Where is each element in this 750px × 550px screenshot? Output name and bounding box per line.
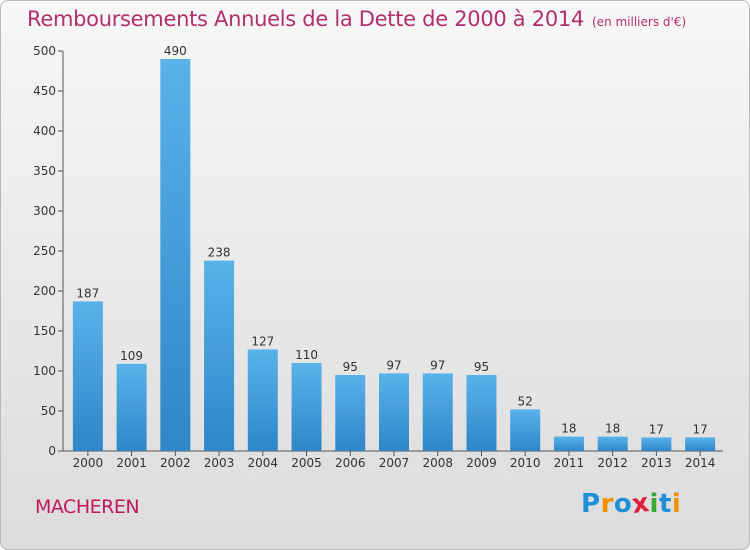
bar (597, 436, 628, 451)
y-tick-label: 250 (33, 244, 56, 258)
bar-value-label: 109 (120, 349, 143, 363)
logo-letter: o (613, 489, 633, 519)
logo-letter: r (600, 489, 614, 519)
logo-letter: x (630, 487, 652, 521)
y-tick-label: 150 (33, 324, 56, 338)
y-tick-label: 500 (33, 44, 56, 58)
commune-name: MACHEREN (35, 496, 140, 518)
chart-title-text: Remboursements Annuels de la Dette de 20… (27, 7, 584, 31)
x-tick-label: 2002 (160, 456, 191, 470)
x-tick-label: 2006 (335, 456, 366, 470)
x-tick-label: 2007 (379, 456, 410, 470)
bar (247, 349, 278, 451)
bar-value-label: 95 (343, 360, 358, 374)
bar (72, 301, 103, 451)
bar (291, 363, 322, 451)
y-tick-label: 0 (48, 444, 56, 458)
logo-letter: i (649, 489, 659, 519)
bar-value-label: 127 (251, 334, 274, 348)
x-tick-label: 2005 (291, 456, 322, 470)
y-tick-label: 100 (33, 364, 56, 378)
x-tick-label: 2013 (641, 456, 672, 470)
bar (510, 409, 541, 451)
y-tick-label: 300 (33, 204, 56, 218)
x-tick-label: 2012 (597, 456, 628, 470)
x-tick-label: 2011 (554, 456, 585, 470)
proxiti-logo: Proxiti (581, 487, 682, 521)
y-tick-label: 200 (33, 284, 56, 298)
y-tick-label: 350 (33, 164, 56, 178)
x-tick-label: 2010 (510, 456, 541, 470)
bar-value-label: 97 (386, 358, 401, 372)
y-tick-label: 50 (41, 404, 56, 418)
bar (553, 436, 584, 451)
logo-letter: i (671, 489, 682, 519)
bar (641, 437, 672, 451)
logo-letter: t (658, 489, 672, 519)
x-tick-label: 2009 (466, 456, 497, 470)
bar (466, 375, 497, 451)
bar-value-label: 238 (208, 246, 231, 260)
bar (116, 363, 147, 451)
bar (379, 373, 409, 451)
x-tick-label: 2008 (422, 456, 453, 470)
x-tick-label: 2014 (685, 456, 716, 470)
y-tick-label: 400 (33, 124, 56, 138)
x-tick-label: 2001 (116, 456, 147, 470)
chart-subtitle: (en milliers d'€) (592, 15, 687, 29)
bar-value-label: 97 (430, 358, 445, 372)
x-tick-label: 2003 (204, 456, 235, 470)
bar (685, 437, 716, 451)
chart-bars: 187 109 490 238 127 110 95 97 97 95 52 18 18 17 17 (72, 44, 716, 451)
chart-axes: 0 50 100 150 200 250 300 350 400 450 500 2000 2001 20… (33, 44, 723, 470)
y-tick-label: 450 (33, 84, 56, 98)
bar-value-label: 18 (605, 422, 620, 436)
bar-value-label: 18 (561, 422, 576, 436)
bar (335, 375, 366, 451)
bar-value-label: 17 (692, 422, 707, 436)
chart-title: Remboursements Annuels de la Dette de 20… (27, 7, 686, 31)
bar-value-label: 187 (76, 286, 99, 300)
x-tick-label: 2004 (248, 456, 279, 470)
bar (422, 373, 453, 451)
bar-value-label: 52 (518, 394, 533, 408)
bar (160, 59, 191, 451)
bar-value-label: 95 (474, 360, 489, 374)
bar (204, 260, 235, 451)
x-tick-label: 2000 (73, 456, 104, 470)
bar-value-label: 110 (295, 348, 318, 362)
bar-value-label: 17 (649, 422, 664, 436)
logo-letter: P (581, 489, 601, 519)
bar-value-label: 490 (164, 44, 187, 58)
